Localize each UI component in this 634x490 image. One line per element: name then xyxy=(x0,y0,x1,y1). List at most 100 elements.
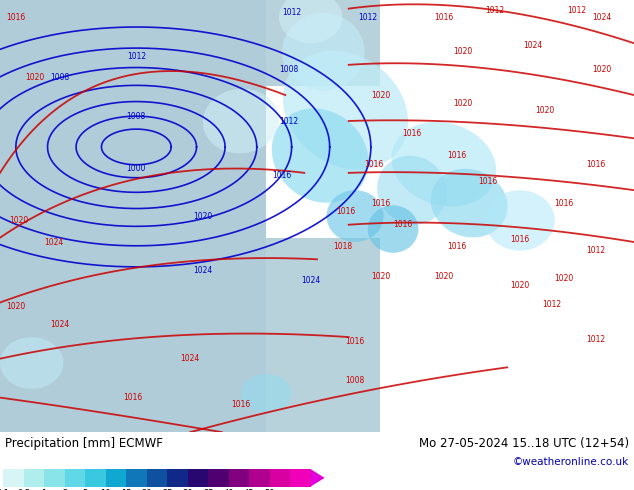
Text: 1020: 1020 xyxy=(510,281,529,290)
Text: 1016: 1016 xyxy=(479,177,498,186)
Ellipse shape xyxy=(272,108,368,203)
Text: 1016: 1016 xyxy=(371,198,390,208)
Text: 1012: 1012 xyxy=(542,300,561,309)
Text: 1008: 1008 xyxy=(51,74,70,82)
Text: 30: 30 xyxy=(183,489,193,490)
Text: 1016: 1016 xyxy=(346,337,365,346)
Text: 1000: 1000 xyxy=(127,164,146,173)
Text: 1008: 1008 xyxy=(346,376,365,385)
Text: 1024: 1024 xyxy=(44,238,63,246)
Polygon shape xyxy=(311,469,325,487)
Ellipse shape xyxy=(0,337,63,389)
Bar xyxy=(65,469,85,487)
Bar xyxy=(188,469,208,487)
Text: 1016: 1016 xyxy=(393,220,412,229)
Text: 1024: 1024 xyxy=(301,276,320,285)
Text: 50: 50 xyxy=(264,489,275,490)
Text: 1012: 1012 xyxy=(358,13,377,22)
Text: 25: 25 xyxy=(162,489,172,490)
Text: 1024: 1024 xyxy=(51,319,70,329)
Text: 1020: 1020 xyxy=(6,302,25,311)
Text: 10: 10 xyxy=(100,489,111,490)
Bar xyxy=(208,469,229,487)
Ellipse shape xyxy=(283,51,408,170)
Text: 20: 20 xyxy=(141,489,152,490)
Text: 1020: 1020 xyxy=(371,272,390,281)
Text: 1018: 1018 xyxy=(333,242,352,251)
Text: 1016: 1016 xyxy=(510,235,529,245)
Ellipse shape xyxy=(282,13,365,91)
Ellipse shape xyxy=(241,374,292,413)
Text: 1012: 1012 xyxy=(485,6,504,15)
Text: 1016: 1016 xyxy=(231,399,250,409)
Text: 1: 1 xyxy=(42,489,47,490)
Text: 0.5: 0.5 xyxy=(17,489,30,490)
Text: 1020: 1020 xyxy=(453,99,472,108)
Text: 1020: 1020 xyxy=(593,65,612,74)
Text: Precipitation [mm] ECMWF: Precipitation [mm] ECMWF xyxy=(5,437,163,450)
Text: 1024: 1024 xyxy=(593,13,612,22)
Text: 0.1: 0.1 xyxy=(0,489,10,490)
Text: 1008: 1008 xyxy=(279,65,298,74)
Bar xyxy=(106,469,126,487)
Bar xyxy=(3,469,23,487)
Bar xyxy=(266,0,380,86)
Text: 1012: 1012 xyxy=(567,6,586,15)
Text: 1012: 1012 xyxy=(586,246,605,255)
Text: 1016: 1016 xyxy=(336,207,355,216)
Text: 40: 40 xyxy=(223,489,234,490)
Text: 1024: 1024 xyxy=(523,41,542,50)
Text: 1024: 1024 xyxy=(193,266,212,274)
Text: 15: 15 xyxy=(121,489,131,490)
Text: 1016: 1016 xyxy=(6,13,25,22)
Text: 1020: 1020 xyxy=(25,74,44,82)
Bar xyxy=(249,469,269,487)
Text: 1020: 1020 xyxy=(555,274,574,283)
Text: 1020: 1020 xyxy=(193,212,212,220)
Text: 1016: 1016 xyxy=(403,129,422,139)
Text: 1016: 1016 xyxy=(434,13,453,22)
Text: 45: 45 xyxy=(244,489,254,490)
Text: 1016: 1016 xyxy=(555,198,574,208)
Text: 35: 35 xyxy=(203,489,214,490)
Text: Mo 27-05-2024 15..18 UTC (12+54): Mo 27-05-2024 15..18 UTC (12+54) xyxy=(419,437,629,450)
Text: 1012: 1012 xyxy=(279,117,298,125)
Bar xyxy=(290,469,311,487)
Bar xyxy=(85,469,106,487)
Ellipse shape xyxy=(203,89,279,153)
Text: ©weatheronline.co.uk: ©weatheronline.co.uk xyxy=(513,457,629,467)
Text: 1016: 1016 xyxy=(365,160,384,169)
Bar xyxy=(167,469,188,487)
Ellipse shape xyxy=(368,205,418,253)
Bar xyxy=(23,469,44,487)
Text: 1012: 1012 xyxy=(127,51,146,61)
Text: 1020: 1020 xyxy=(536,106,555,115)
Bar xyxy=(229,469,249,487)
Text: 1008: 1008 xyxy=(127,112,146,121)
Bar xyxy=(146,469,167,487)
Text: 1016: 1016 xyxy=(447,242,466,251)
Text: 1016: 1016 xyxy=(447,151,466,160)
Text: 1012: 1012 xyxy=(282,8,301,18)
Ellipse shape xyxy=(327,190,384,242)
Bar xyxy=(126,469,146,487)
Text: 1020: 1020 xyxy=(371,91,390,99)
Bar xyxy=(0,0,266,432)
Bar xyxy=(269,469,290,487)
Text: 1020: 1020 xyxy=(10,216,29,225)
Ellipse shape xyxy=(485,190,555,251)
Ellipse shape xyxy=(279,0,342,43)
Ellipse shape xyxy=(377,156,447,224)
Text: 1024: 1024 xyxy=(181,354,200,363)
Text: 1016: 1016 xyxy=(273,171,292,179)
Text: 1020: 1020 xyxy=(434,272,453,281)
Text: 1016: 1016 xyxy=(586,160,605,169)
Ellipse shape xyxy=(430,169,508,238)
Ellipse shape xyxy=(391,122,496,206)
Bar xyxy=(44,469,65,487)
Text: 1012: 1012 xyxy=(586,335,605,344)
Text: 1020: 1020 xyxy=(453,48,472,56)
Bar xyxy=(266,238,380,432)
Text: 1016: 1016 xyxy=(124,393,143,402)
Text: 2: 2 xyxy=(62,489,67,490)
